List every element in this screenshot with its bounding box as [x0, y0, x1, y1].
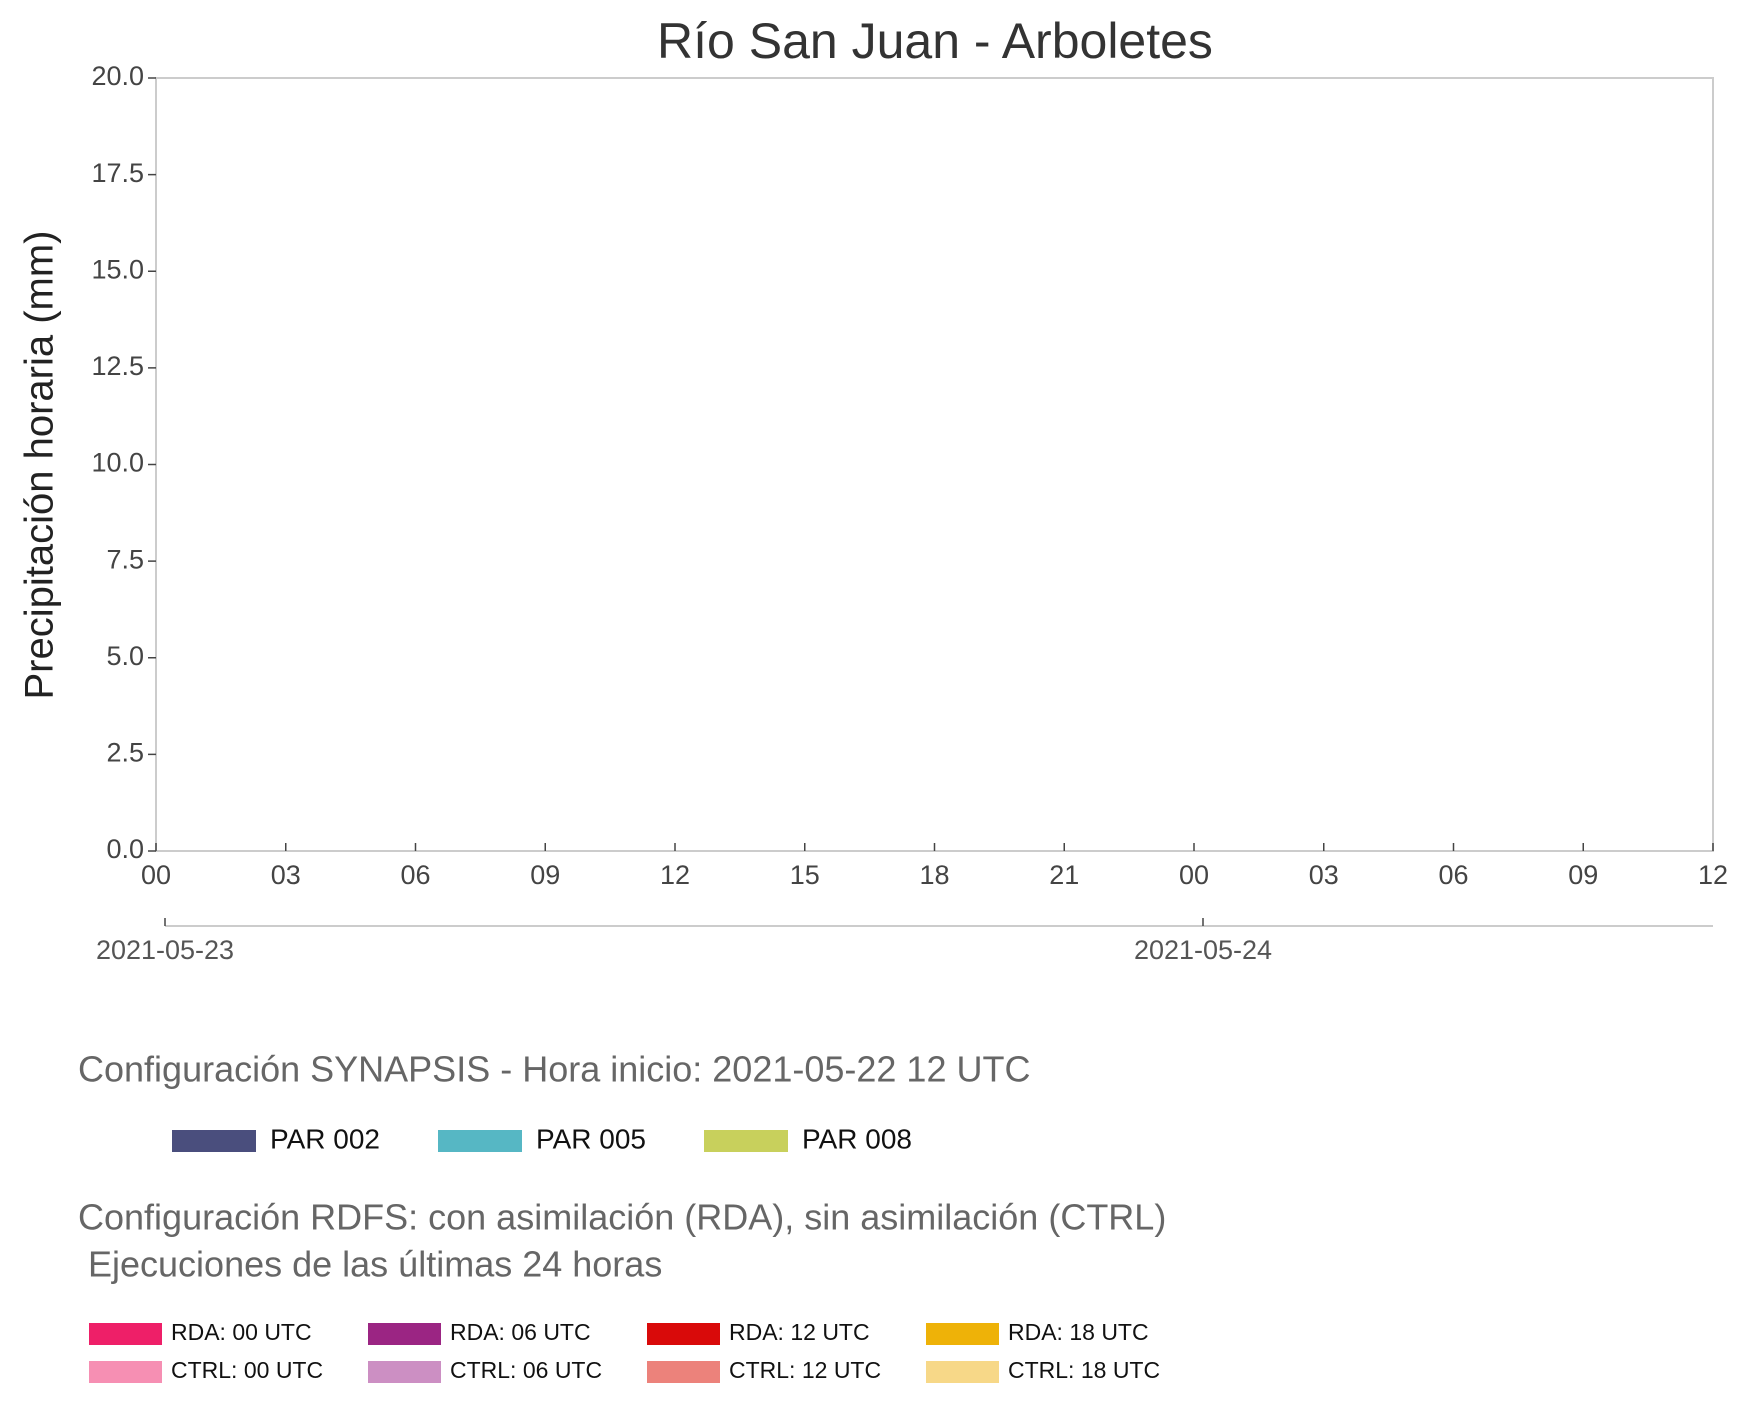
x-tick-label: 00: [141, 860, 171, 890]
y-tick-label: 5.0: [106, 641, 144, 671]
legend-label: CTRL: 00 UTC: [171, 1357, 323, 1383]
x-tick-label: 21: [1049, 860, 1079, 890]
legend-label: CTRL: 18 UTC: [1008, 1357, 1160, 1383]
x-tick-label: 15: [790, 860, 820, 890]
legend-swatch: [647, 1361, 720, 1383]
legend-swatch: [926, 1323, 999, 1345]
legend-title: Configuración RDFS: con asimilación (RDA…: [78, 1197, 1166, 1238]
legend-label: RDA: 06 UTC: [450, 1319, 591, 1345]
legend-swatch: [368, 1361, 441, 1383]
legend-label: PAR 008: [802, 1123, 912, 1154]
x-tick-label: 00: [1179, 860, 1209, 890]
x-tick-label: 09: [1568, 860, 1598, 890]
legend-label: CTRL: 06 UTC: [450, 1357, 602, 1383]
y-tick-label: 10.0: [91, 448, 144, 478]
y-tick-label: 0.0: [106, 834, 144, 864]
y-tick-label: 15.0: [91, 254, 144, 284]
legend-swatch: [438, 1130, 522, 1152]
x-tick-label: 18: [919, 860, 949, 890]
x-tick-label: 09: [530, 860, 560, 890]
y-tick-label: 2.5: [106, 738, 144, 768]
legend-swatch: [172, 1130, 256, 1152]
x-tick-label: 06: [400, 860, 430, 890]
legend-swatch: [647, 1323, 720, 1345]
legend-label: RDA: 00 UTC: [171, 1319, 312, 1345]
x-tick-label: 06: [1438, 860, 1468, 890]
legend-swatch: [704, 1130, 788, 1152]
legend-swatch: [368, 1323, 441, 1345]
legend-label: RDA: 12 UTC: [729, 1319, 870, 1345]
date-tick-label: 2021-05-24: [1134, 935, 1272, 965]
legend-swatch: [926, 1361, 999, 1383]
y-tick-label: 12.5: [91, 351, 144, 381]
legend-label: PAR 002: [270, 1123, 380, 1154]
y-axis-label: Precipitación horaria (mm): [18, 230, 62, 699]
x-tick-label: 03: [271, 860, 301, 890]
legend-label: PAR 005: [536, 1123, 646, 1154]
date-tick-label: 2021-05-23: [96, 935, 234, 965]
legend-title: Configuración SYNAPSIS - Hora inicio: 20…: [78, 1049, 1030, 1090]
x-tick-label: 12: [1698, 860, 1728, 890]
y-tick-label: 20.0: [91, 61, 144, 91]
legend-swatch: [89, 1323, 162, 1345]
legend-label: CTRL: 12 UTC: [729, 1357, 881, 1383]
y-tick-label: 17.5: [91, 158, 144, 188]
legend-label: RDA: 18 UTC: [1008, 1319, 1149, 1345]
plot-frame: [155, 77, 1714, 852]
x-tick-label: 03: [1309, 860, 1339, 890]
chart-title: Río San Juan - Arboletes: [657, 13, 1213, 69]
y-tick-label: 7.5: [106, 544, 144, 574]
legend-swatch: [89, 1361, 162, 1383]
legend-title: Ejecuciones de las últimas 24 horas: [78, 1244, 662, 1285]
x-tick-label: 12: [660, 860, 690, 890]
